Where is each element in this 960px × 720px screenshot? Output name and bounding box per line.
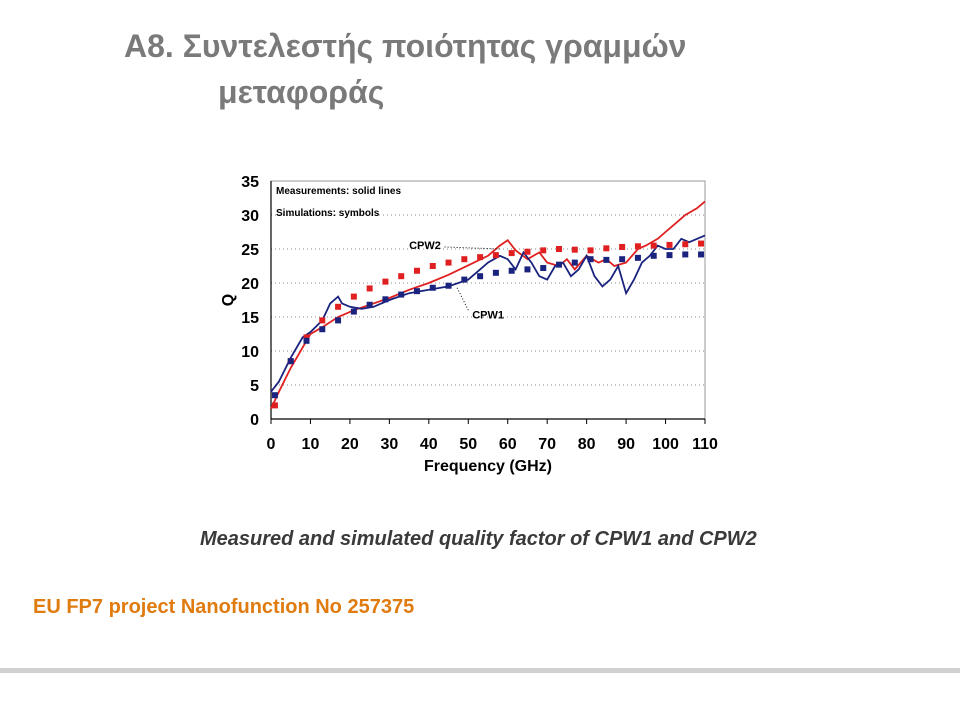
x-tick-label: 20 bbox=[341, 436, 359, 453]
cpw1-simulated-point bbox=[666, 252, 673, 259]
cpw1-simulated-point bbox=[603, 256, 610, 263]
cpw2-simulated-point bbox=[413, 267, 420, 274]
annotation-simulations: Simulations: symbols bbox=[276, 208, 380, 219]
cpw2-simulated-point bbox=[556, 246, 563, 252]
x-tick-label: 70 bbox=[538, 436, 556, 453]
slide-title-line2: μεταφοράς bbox=[218, 74, 385, 110]
cpw2-simulated-point bbox=[445, 259, 452, 266]
cpw1-simulated-point bbox=[303, 337, 310, 344]
cpw2-simulated-point bbox=[619, 243, 626, 250]
annotation-cpw1-pointer bbox=[455, 286, 469, 311]
y-tick-label: 30 bbox=[241, 208, 259, 225]
cpw2-simulated-point bbox=[335, 303, 342, 310]
cpw1-simulated-point bbox=[587, 256, 594, 263]
cpw2-simulated-point bbox=[666, 241, 673, 248]
cpw2-simulated-point bbox=[271, 402, 278, 409]
cpw1-simulated-point bbox=[271, 392, 278, 399]
cpw1-simulated-point bbox=[698, 251, 705, 258]
figure-caption: Measured and simulated quality factor of… bbox=[200, 528, 757, 550]
cpw1-measured-line bbox=[270, 234, 706, 393]
cpw1-simulated-point bbox=[524, 266, 531, 273]
x-tick-label: 40 bbox=[420, 436, 438, 453]
y-tick-label: 35 bbox=[241, 174, 259, 191]
cpw2-simulated-point bbox=[587, 247, 594, 254]
cpw2-simulated-point bbox=[382, 278, 389, 285]
cpw2-simulated-point bbox=[492, 252, 499, 259]
cpw2-simulated-point bbox=[524, 248, 531, 255]
cpw1-simulated-point bbox=[650, 252, 657, 259]
x-tick-label: 50 bbox=[459, 436, 477, 453]
slide-title-line1: A8. Συντελεστής ποιότητας γραμμών bbox=[124, 28, 687, 64]
cpw1-simulated-point bbox=[540, 265, 547, 272]
cpw2-simulated-point bbox=[398, 273, 405, 280]
cpw2-simulated-point bbox=[366, 285, 373, 292]
cpw2-simulated-point bbox=[634, 243, 641, 250]
cpw1-simulated-point bbox=[619, 256, 626, 263]
y-tick-label: 0 bbox=[250, 412, 259, 429]
cpw1-simulated-point bbox=[461, 276, 468, 283]
cpw1-simulated-point bbox=[508, 267, 515, 274]
cpw1-simulated-point bbox=[413, 288, 420, 295]
project-footer: EU FP7 project Nanofunction No 257375 bbox=[33, 596, 415, 618]
x-tick-label: 90 bbox=[617, 436, 635, 453]
y-tick-label: 10 bbox=[241, 344, 259, 361]
x-tick-label: 60 bbox=[499, 436, 517, 453]
y-tick-label: 20 bbox=[241, 276, 259, 293]
annotation-measurements: Measurements: solid lines bbox=[276, 186, 401, 197]
cpw1-simulated-point bbox=[287, 358, 294, 365]
cpw2-simulated-point bbox=[303, 334, 310, 341]
cpw2-simulated-point bbox=[682, 241, 689, 248]
y-axis-label: Q bbox=[220, 294, 237, 306]
cpw1-simulated-point bbox=[429, 284, 436, 291]
cpw2-simulated-point bbox=[603, 245, 610, 252]
cpw1-simulated-point bbox=[492, 269, 499, 276]
x-tick-label: 0 bbox=[267, 436, 276, 453]
cpw1-simulated-point bbox=[319, 326, 326, 333]
annotation-cpw1-label: CPW1 bbox=[472, 309, 504, 321]
quality-factor-chart: 0 5 10 15 20 25 30 35 0 10 20 30 40 50 60 70 80 90 100 110 F… bbox=[220, 174, 718, 475]
x-axis-label: Frequency (GHz) bbox=[424, 458, 552, 475]
cpw2-measured-line bbox=[270, 200, 706, 410]
cpw2-simulated-point bbox=[508, 250, 515, 257]
x-tick-label: 10 bbox=[302, 436, 320, 453]
cpw1-simulated-point bbox=[366, 301, 373, 308]
cpw2-simulated-point bbox=[319, 317, 326, 324]
x-tick-label: 100 bbox=[652, 436, 679, 453]
cpw1-simulated-point bbox=[571, 259, 578, 266]
cpw2-simulated-point bbox=[350, 293, 357, 300]
cpw1-simulated-point bbox=[445, 282, 452, 289]
x-tick-label: 80 bbox=[578, 436, 596, 453]
x-tick-label: 110 bbox=[692, 436, 718, 453]
cpw2-simulated-point bbox=[540, 247, 547, 254]
cpw2-simulated-point bbox=[698, 240, 705, 247]
cpw2-simulated-point bbox=[461, 256, 468, 263]
y-tick-label: 5 bbox=[250, 378, 259, 395]
cpw1-simulated-point bbox=[335, 317, 342, 324]
cpw1-simulated-point bbox=[634, 254, 641, 261]
cpw2-simulated-point bbox=[429, 263, 436, 269]
cpw2-simulated-point bbox=[477, 254, 484, 261]
cpw2-simulated-point bbox=[571, 246, 578, 253]
cpw1-simulated-point bbox=[556, 261, 563, 268]
cpw1-simulated-point bbox=[398, 291, 405, 298]
y-tick-label: 25 bbox=[241, 242, 259, 259]
cpw1-simulated-point bbox=[350, 308, 357, 315]
cpw2-simulated-point bbox=[650, 242, 657, 249]
bottom-rule bbox=[0, 668, 960, 673]
annotation-cpw2-label: CPW2 bbox=[409, 240, 441, 252]
cpw1-simulated-point bbox=[382, 296, 389, 303]
cpw1-simulated-point bbox=[477, 273, 484, 280]
y-tick-label: 15 bbox=[241, 310, 259, 327]
cpw1-simulated-point bbox=[682, 251, 689, 258]
x-tick-label: 30 bbox=[380, 436, 398, 453]
annotation-cpw2-pointer bbox=[444, 246, 500, 250]
